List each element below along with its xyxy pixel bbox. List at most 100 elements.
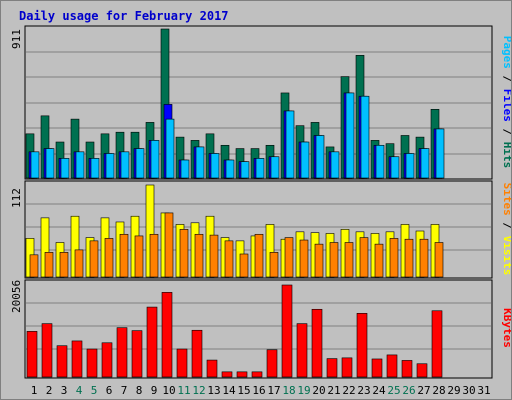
sites-bar-8 — [134, 235, 144, 278]
kbytes-bar-18 — [281, 284, 293, 378]
pages-bar-11 — [180, 159, 190, 179]
sites-bar-22 — [344, 242, 354, 278]
x-label-day-15: 15 — [237, 384, 250, 397]
pages-bar-17 — [270, 156, 280, 179]
sites-bar-20 — [314, 243, 324, 278]
bars-layer — [25, 28, 445, 378]
kbytes-bar-19 — [296, 323, 308, 378]
kbytes-bar-2 — [41, 323, 53, 378]
kbytes-ymax-label: 20056 — [10, 280, 23, 313]
pages-bar-21 — [330, 151, 340, 179]
x-label-day-9: 9 — [151, 384, 158, 397]
kbytes-bar-13 — [206, 359, 218, 378]
sites-bar-18 — [284, 237, 294, 278]
kbytes-bar-3 — [56, 345, 68, 378]
sites-bar-26 — [404, 238, 414, 278]
sites-bar-10 — [164, 212, 174, 278]
pages-bar-20 — [315, 135, 325, 179]
kbytes-bar-14 — [221, 371, 233, 378]
x-label-day-21: 21 — [327, 384, 340, 397]
kbytes-bar-5 — [86, 348, 98, 378]
pages-bar-25 — [390, 156, 400, 179]
x-label-day-16: 16 — [252, 384, 265, 397]
right-label-separator: / — [501, 69, 511, 89]
x-label-day-25: 25 — [387, 384, 400, 397]
x-label-day-24: 24 — [372, 384, 386, 397]
sites-bar-5 — [89, 240, 99, 278]
right-legend-labels: Pages / Files / Hits Sites / Visits KBytes — [501, 36, 511, 348]
x-label-day-10: 10 — [162, 384, 175, 397]
pages-bar-4 — [75, 151, 85, 179]
kbytes-bar-21 — [326, 358, 338, 378]
kbytes-bar-12 — [191, 329, 203, 378]
kbytes-bar-6 — [101, 342, 113, 378]
sites-bar-7 — [119, 233, 129, 278]
kbytes-bar-20 — [311, 308, 323, 378]
x-label-day-26: 26 — [402, 384, 415, 397]
x-label-day-28: 28 — [432, 384, 445, 397]
x-label-day-4: 4 — [76, 384, 83, 397]
kbytes-bar-22 — [341, 357, 353, 378]
right-label-visits: Visits — [501, 236, 511, 276]
right-label-panel-1: Pages / Files / Hits — [501, 36, 511, 169]
kbytes-bar-10 — [161, 292, 173, 378]
kbytes-bar-7 — [116, 327, 128, 378]
kbytes-bar-15 — [236, 371, 248, 378]
x-label-day-14: 14 — [222, 384, 236, 397]
pages-bar-18 — [285, 110, 295, 179]
sites-bar-11 — [179, 229, 189, 278]
pages-bar-24 — [375, 144, 385, 179]
sites-bar-17 — [269, 252, 279, 278]
pages-bar-14 — [225, 159, 235, 179]
right-label-separator: / — [501, 216, 511, 236]
right-label-files: Files — [501, 89, 511, 122]
x-label-day-20: 20 — [312, 384, 325, 397]
pages-bar-6 — [105, 153, 115, 179]
pages-bar-19 — [300, 141, 310, 179]
x-label-day-2: 2 — [46, 384, 53, 397]
sites-bar-24 — [374, 243, 384, 278]
sites-bar-19 — [299, 239, 309, 278]
kbytes-bar-25 — [386, 354, 398, 378]
sites-bar-16 — [254, 233, 264, 278]
sites-bar-15 — [239, 253, 249, 278]
right-label-pages: Pages — [501, 36, 511, 69]
x-label-day-13: 13 — [207, 384, 220, 397]
sites-bar-25 — [389, 238, 399, 278]
pages-bar-5 — [90, 158, 100, 179]
sites-bar-28 — [434, 242, 444, 278]
x-label-day-6: 6 — [106, 384, 113, 397]
x-label-day-5: 5 — [91, 384, 98, 397]
x-label-day-22: 22 — [342, 384, 355, 397]
sites-bar-2 — [44, 252, 54, 278]
pages-bar-1 — [30, 151, 40, 179]
sites-bar-27 — [419, 238, 429, 278]
right-label-panel-3: KBytes — [501, 308, 511, 348]
kbytes-bar-8 — [131, 330, 143, 378]
kbytes-bar-1 — [26, 331, 38, 378]
x-label-day-31: 31 — [477, 384, 490, 397]
pages-bar-28 — [435, 128, 445, 179]
sites-bar-3 — [59, 252, 69, 278]
x-label-day-17: 17 — [267, 384, 280, 397]
pages-bar-7 — [120, 151, 130, 179]
kbytes-bar-24 — [371, 358, 383, 378]
visits-ymax-label: 112 — [10, 188, 23, 208]
x-label-day-30: 30 — [462, 384, 475, 397]
x-label-day-11: 11 — [177, 384, 190, 397]
pages-bar-3 — [60, 158, 70, 179]
kbytes-bar-23 — [356, 313, 368, 378]
pages-bar-13 — [210, 153, 220, 179]
kbytes-bar-11 — [176, 348, 188, 378]
sites-bar-4 — [74, 249, 84, 278]
pages-bar-8 — [135, 148, 145, 179]
x-label-day-8: 8 — [136, 384, 143, 397]
sites-bar-23 — [359, 237, 369, 278]
pages-bar-22 — [345, 92, 355, 179]
pages-bar-23 — [360, 95, 370, 179]
kbytes-bar-16 — [251, 371, 263, 378]
x-label-day-19: 19 — [297, 384, 310, 397]
sites-bar-6 — [104, 238, 114, 278]
